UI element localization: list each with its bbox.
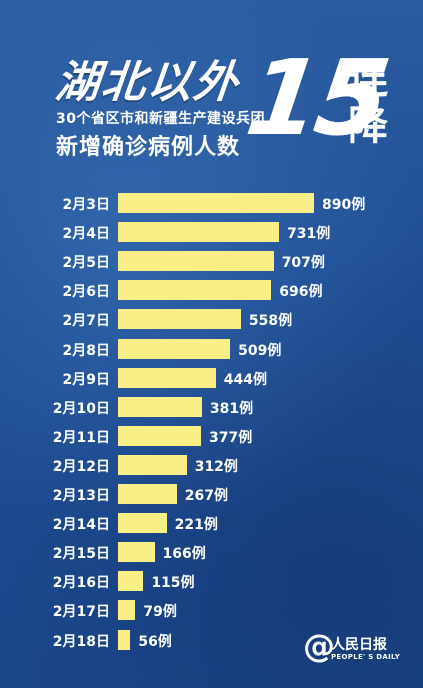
value-label: 696例: [279, 284, 323, 301]
category-label: 2月17日: [52, 604, 110, 621]
category-label: 2月11日: [52, 429, 110, 446]
bar: [118, 629, 131, 650]
value-label: 115例: [151, 575, 195, 592]
peoples-daily-logo: @ 人民日报 PEOPLE' S DAILY: [303, 628, 415, 668]
value-label: 707例: [281, 255, 325, 272]
bar: [118, 309, 241, 330]
headline-suffix-bottom: 降: [348, 103, 388, 149]
bar: [118, 513, 167, 534]
logo-name-en: PEOPLE' S DAILY: [331, 653, 401, 661]
category-label: 2月10日: [52, 400, 110, 417]
bar: [118, 396, 202, 417]
value-label: 558例: [248, 313, 293, 330]
value-label: 267例: [184, 488, 229, 504]
category-label: 2月16日: [52, 575, 110, 592]
value-label: 377例: [209, 429, 253, 446]
category-label: 2月13日: [52, 488, 110, 504]
category-label: 2月18日: [52, 633, 110, 650]
bar: [118, 484, 177, 504]
logo-name-cn: 人民日报: [331, 637, 387, 653]
bar: [118, 571, 144, 592]
headline-line2: 30个省区市和新疆生产建设兵团: [56, 111, 265, 127]
bar: [118, 367, 216, 388]
value-label: 509例: [238, 342, 282, 359]
headline-suffix-top: 连: [348, 57, 388, 103]
category-label: 2月8日: [62, 342, 110, 359]
bar: [118, 193, 314, 213]
headline-line1: 湖北以外: [52, 57, 243, 108]
value-label: 381例: [209, 400, 254, 417]
category-label: 2月15日: [52, 546, 110, 563]
bar: [118, 280, 272, 301]
bar: [118, 542, 155, 563]
category-label: 2月9日: [62, 371, 110, 388]
category-label: 2月3日: [62, 197, 110, 213]
value-label: 166例: [162, 546, 206, 563]
bar: [118, 454, 187, 475]
value-label: 444例: [223, 371, 267, 388]
bar: [118, 222, 279, 243]
bar: [118, 251, 274, 272]
value-label: 731例: [286, 226, 331, 243]
value-label: 312例: [194, 458, 238, 475]
category-label: 2月6日: [62, 284, 110, 301]
category-label: 2月14日: [52, 517, 110, 534]
at-sign-icon: @: [303, 627, 335, 665]
bar: [118, 338, 231, 359]
value-label: 890例: [322, 197, 366, 213]
bar: [118, 600, 136, 621]
category-label: 2月12日: [52, 458, 110, 475]
value-label: 56例: [138, 633, 172, 650]
value-label: 221例: [174, 517, 218, 534]
category-label: 2月7日: [62, 313, 110, 330]
category-label: 2月5日: [62, 255, 110, 272]
category-label: 2月4日: [62, 226, 110, 243]
bar: [118, 425, 202, 446]
value-label: 79例: [143, 604, 177, 621]
headline-line3: 新增确诊病例人数: [56, 135, 241, 160]
